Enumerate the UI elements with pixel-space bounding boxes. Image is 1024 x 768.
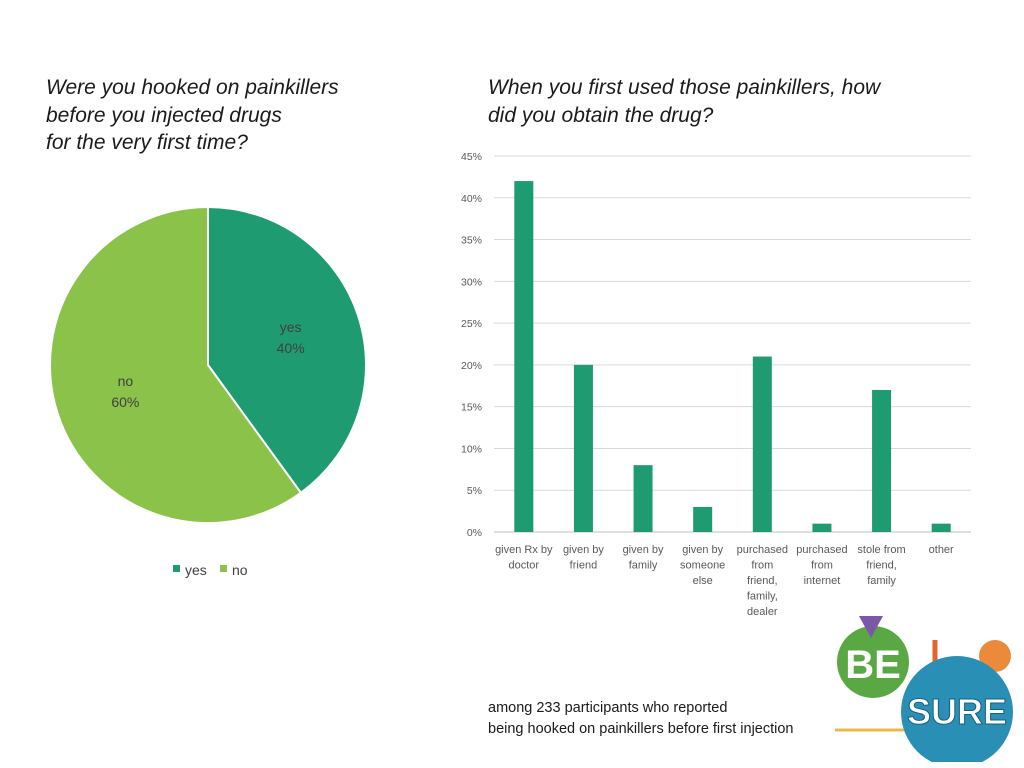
pie-label-no: no <box>118 373 134 389</box>
pie-slice-yes <box>207 205 367 495</box>
y-tick-label: 5% <box>467 485 482 497</box>
footnote-line-2: being hooked on painkillers before first… <box>488 720 794 737</box>
y-tick-label: 20% <box>461 360 482 372</box>
bar <box>931 523 951 532</box>
pie-title-line-3: for the very first time? <box>46 131 248 154</box>
legend-swatch-no <box>220 565 227 572</box>
bar <box>573 364 593 532</box>
y-tick-label: 10% <box>461 443 482 455</box>
bar-chart-title: When you first used those painkillers, h… <box>488 74 880 129</box>
legend-label-yes: yes <box>185 562 207 578</box>
pie-label-yes: yes <box>280 319 302 335</box>
pie-title-line-2: before you injected drugs <box>46 103 282 127</box>
pie-value-label-yes: 40% <box>277 340 305 356</box>
bar <box>514 181 534 533</box>
pie-chart: yes 40% no 60% yes no <box>49 205 367 578</box>
y-tick-label: 15% <box>461 402 482 414</box>
x-category-label: given by friend <box>563 544 604 572</box>
bar <box>812 523 832 532</box>
x-category-label: stole from friend, family <box>857 544 905 587</box>
legend-swatch-yes <box>173 565 180 572</box>
x-category-label: other <box>929 544 954 556</box>
legend-label-no: no <box>232 562 248 578</box>
pie-title-line-1: Were you hooked on painkillers <box>46 76 339 99</box>
footnote: among 233 participants who reported bein… <box>488 698 794 739</box>
footnote-line-1: among 233 participants who reported <box>488 700 728 716</box>
y-tick-label: 35% <box>461 235 482 247</box>
y-tick-label: 45% <box>461 151 482 163</box>
bar-title-line-1: When you first used those painkillers, h… <box>488 76 881 99</box>
bar <box>872 389 892 532</box>
y-tick-label: 40% <box>461 193 482 205</box>
bar-title-line-2: did you obtain the drug? <box>488 103 714 127</box>
x-category-label: given by family <box>623 544 664 572</box>
bar <box>633 465 653 532</box>
pie-value-label-no: 60% <box>111 394 139 410</box>
x-category-label: given by someone else <box>680 544 725 587</box>
x-category-label: given Rx by doctor <box>495 544 553 572</box>
logo-text-top: BE <box>845 643 901 687</box>
pie-slice-no <box>49 205 303 524</box>
y-tick-label: 25% <box>461 318 482 330</box>
bar <box>693 506 713 532</box>
y-tick-label: 0% <box>467 527 482 539</box>
bar <box>752 356 772 532</box>
pie-chart-title: Were you hooked on painkillers before yo… <box>46 74 339 157</box>
logo-text-bottom: SURE <box>907 691 1007 732</box>
besure-logo: BE SURE <box>835 616 1013 762</box>
x-category-label: purchased from internet <box>796 544 847 587</box>
bar-chart: 0% 5% 10% 15% 20% 25% 30% 35% 40% 45% given Rx by d… <box>461 151 971 618</box>
x-category-label: purchased from friend, family, dealer <box>737 544 788 618</box>
y-tick-label: 30% <box>461 276 482 288</box>
